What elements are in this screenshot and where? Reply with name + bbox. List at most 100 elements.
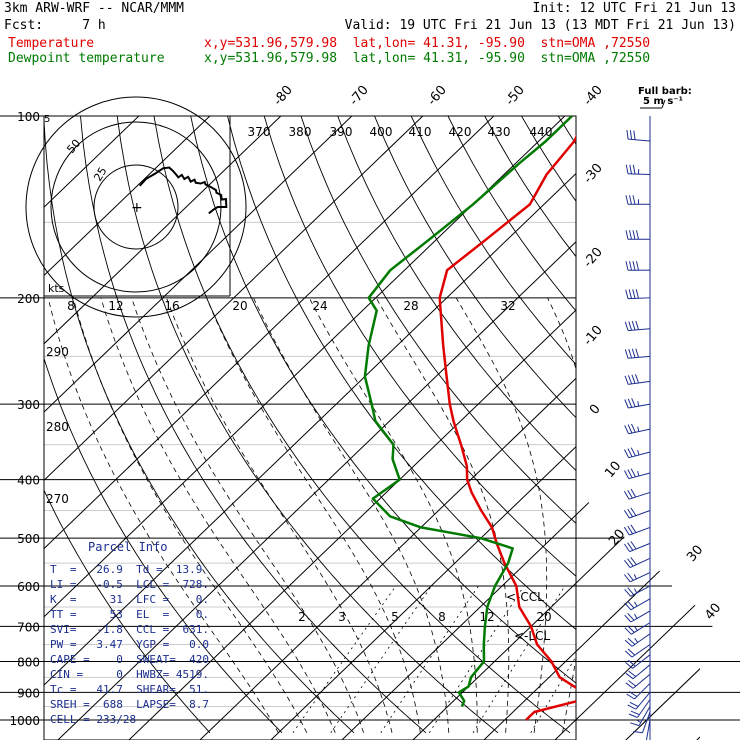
wind-barb-halfflag	[634, 626, 638, 631]
dry-adiabat-line	[300, 116, 576, 524]
dry-adiabat-line	[447, 116, 576, 312]
parcel-info-panel: Parcel Info T = 26.9 Td = 13.9 LI = -0.5…	[44, 537, 230, 740]
wind-barb-flag	[630, 524, 637, 533]
isotherm-line	[44, 116, 310, 740]
moist-adiabat-line	[591, 298, 649, 733]
wind-barb	[626, 129, 651, 142]
wind-barb-flag	[632, 195, 636, 205]
parcel-row: SREH = 688 LAPSE= 8.7	[50, 698, 209, 711]
pressure-label: 400	[17, 474, 40, 488]
wind-barb-flag	[629, 261, 632, 271]
isotherm-line	[44, 116, 381, 740]
isotherm-label: -80	[271, 83, 296, 109]
isotherm-line	[265, 116, 700, 740]
wind-barb-flag	[627, 625, 635, 633]
wind-barb-staff	[627, 173, 651, 176]
moist-adiabat-line	[253, 297, 450, 733]
isotherm-line	[44, 116, 168, 740]
wind-barb-flag	[625, 230, 629, 240]
isotherm-label: -20	[581, 245, 606, 271]
wind-barb	[624, 585, 651, 597]
isotherm-line	[44, 116, 239, 740]
mixing-ratio-label: 32	[500, 299, 515, 313]
wind-barb-flag	[624, 627, 632, 635]
wind-barb-flag	[627, 704, 637, 710]
wind-barb-flag	[630, 557, 637, 566]
wind-barb-halfflag	[637, 426, 640, 432]
temperature-station-info: x,y=531.96,579.98 lat,lon= 41.31, -95.90…	[204, 36, 651, 51]
ccl-marker: <-CCL	[506, 590, 544, 604]
wind-barb-flag	[633, 130, 636, 140]
hodograph-ring-label: 5	[44, 114, 50, 125]
wind-barb-staff	[635, 692, 651, 710]
moist-adiabat-line	[375, 297, 510, 733]
wind-barb	[624, 320, 651, 332]
wind-barb-flag	[624, 614, 632, 623]
parcel-row: TT = 53 EL = 0.	[50, 608, 209, 621]
wind-barb-halfflag	[637, 470, 640, 477]
mixing-ratio-label: 20	[232, 299, 247, 313]
wind-barb-flag	[631, 423, 636, 433]
wind-barb-staff	[631, 644, 651, 658]
theta-label: 290	[46, 345, 69, 359]
wind-barb-staff	[631, 622, 651, 635]
hodograph-origin: +	[131, 200, 143, 216]
parcel-row: LI = -0.5 LCL = 728.	[50, 578, 209, 591]
wind-barb	[624, 348, 651, 359]
wind-barb	[625, 164, 651, 176]
wind-barb-flag	[629, 701, 639, 707]
wind-barb	[630, 706, 651, 727]
pressure-label: 900	[17, 686, 40, 700]
isotherm-label: 30	[684, 543, 706, 565]
wind-barb	[624, 468, 651, 480]
wind-barb-flag	[627, 469, 633, 479]
hodograph-ring-label: 25	[91, 165, 109, 184]
moist-adiabat-line	[308, 297, 478, 733]
parcel-row: CELL = 233/28	[50, 713, 137, 726]
wind-barb-flag	[631, 398, 636, 407]
wind-barb-staff	[628, 355, 651, 359]
wind-barb-flag	[632, 230, 636, 240]
wind-barb-flag	[624, 559, 631, 568]
mixing-ratio-line	[530, 655, 576, 733]
isotherm-label: 40	[702, 601, 724, 623]
wind-barb-flag	[635, 320, 639, 330]
wind-barb-staff	[628, 380, 651, 385]
wind-barb-halfflag	[634, 601, 638, 607]
wind-barb-staff	[629, 557, 651, 569]
wind-barb	[624, 447, 651, 459]
wind-barb-staff	[630, 610, 651, 623]
wind-barb-flag	[625, 682, 634, 689]
dewpoint-station-info: x,y=531.96,579.98 lat,lon= 41.31, -95.90…	[204, 51, 651, 66]
wind-barb	[623, 507, 651, 519]
wind-barb-staff	[634, 683, 651, 700]
moist-adiabat-line	[455, 297, 548, 733]
wind-barb-flag	[634, 374, 640, 384]
wind-barb-staff	[629, 526, 651, 536]
wind-barb-staff	[629, 542, 651, 553]
wind-barb-halfflag	[637, 449, 640, 456]
wind-barb-flag	[627, 587, 635, 596]
wind-barb-flag	[624, 470, 630, 479]
isotherm-line	[44, 116, 523, 740]
wind-barb-staff	[628, 491, 651, 500]
wind-barb-flag	[627, 572, 634, 581]
pressure-label: 300	[17, 398, 40, 412]
theta-label: 270	[46, 492, 69, 506]
isotherm-line	[549, 116, 700, 740]
dry-adiabat-line	[632, 116, 740, 733]
isotherm-line	[44, 116, 665, 740]
wind-barb-flag	[627, 508, 634, 518]
parcel-info-title: Parcel Info	[88, 540, 168, 554]
wind-barb-staff	[629, 572, 651, 583]
wind-barb-flag	[624, 425, 629, 434]
wind-barb-flag	[627, 659, 636, 667]
parcel-row: CAPE = 0 SWEAT= 420	[50, 653, 209, 666]
wind-barb-flag	[631, 348, 636, 358]
pressure-label: 800	[17, 655, 40, 669]
wind-barb	[624, 374, 651, 385]
mixing-ratio-label: 8	[67, 299, 75, 313]
mixing-ratio-label: 28	[403, 299, 418, 313]
wind-barb-flag	[625, 289, 629, 299]
wind-barb-flag	[624, 639, 633, 647]
